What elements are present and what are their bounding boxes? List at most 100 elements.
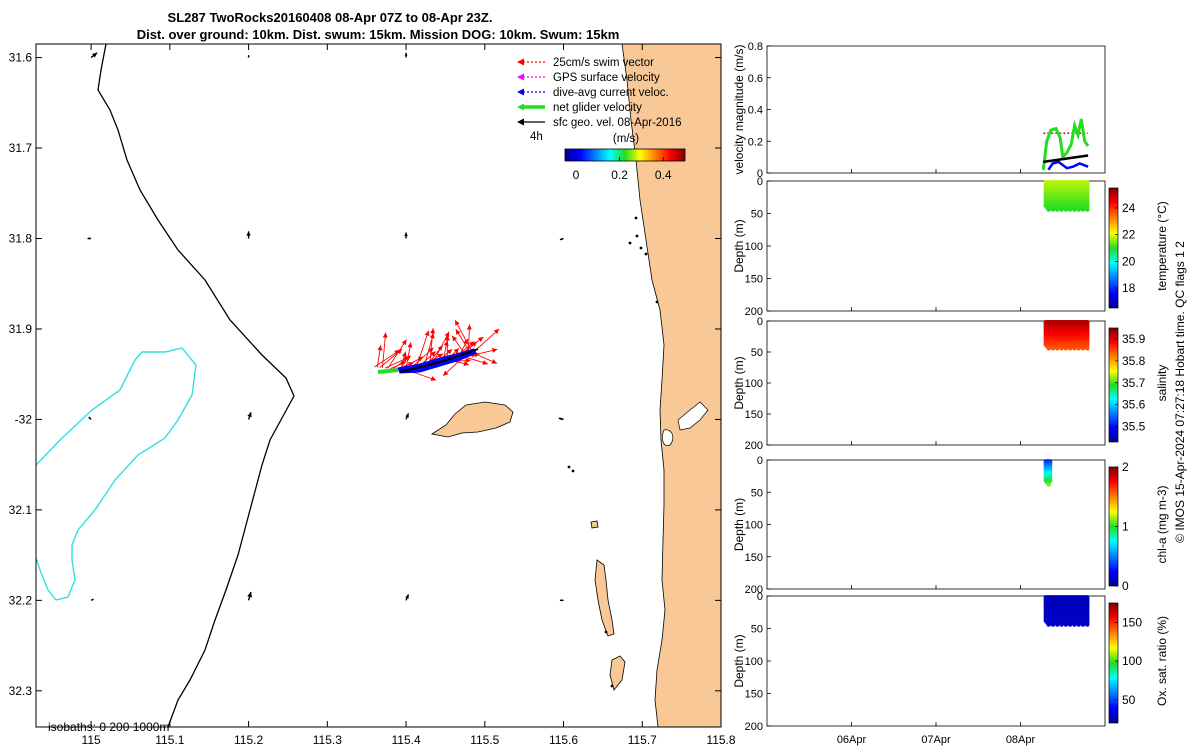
geo-arrow-head [247,55,250,57]
legend-item-swim: 25cm/s swim vector [553,57,654,69]
chart-title-line1: SL287 TwoRocks20160408 08-Apr 07Z to 08-… [168,10,493,25]
velocity-ytick-label: 0.2 [748,136,763,148]
swim-vector-head [468,341,475,347]
swim-vector-head [471,341,478,347]
geo-arrow-head [247,412,252,418]
geo-arrow-head [404,52,408,56]
swim-vector-head [491,348,498,353]
geo-arrow-head [246,231,251,236]
swim-vector-head [430,351,436,357]
date-axis-label: 06Apr [837,734,867,746]
depth-ytick-label: 0 [757,176,763,188]
legend-time-label: 4h [530,131,543,143]
map-ytick-label: 32.3 [9,684,33,698]
swim-vector-head [437,353,443,359]
swim-vector [387,339,407,369]
depth-colorbar-label: salinity [1155,365,1169,402]
geo-arrow-head [405,413,409,418]
depth-ytick-label: 50 [751,209,763,221]
map-frame [35,43,722,728]
depth-panel-frame [766,459,1106,590]
depth-ytick-label: 200 [745,440,763,452]
profile-sample [1085,622,1090,627]
depth-ytick-label: 0 [757,591,763,603]
geo-arrow-head [87,237,90,240]
depth-panel-temperature: 0 50 100 150 200 18 20 22 24 temperature (°C) Dept… [732,176,1169,318]
velocity-ylabel: velocity magnitude (m/s) [732,44,746,174]
velocity-ytick-label: 0.4 [748,105,763,117]
speed-colorbar-tick-label: 0.4 [655,168,672,182]
depth-colorbar-tick-label: 2 [1122,460,1129,474]
depth-ylabel: Depth (m) [732,634,746,687]
swim-vector [374,349,400,368]
depth-colorbar-bar [1108,187,1119,309]
swim-vector-head [446,349,453,355]
profile-sample [1085,207,1090,212]
swim-vector-head [377,345,383,351]
swim-vector-head [430,328,436,334]
depth-colorbar-tick-label: 18 [1122,281,1136,295]
depth-ytick-label: 100 [745,378,763,390]
depth-ylabel: Depth (m) [732,219,746,272]
depth-panel-chla: 0 50 100 150 200 0 1 2 chl-a (mg m-3) Depth (m) [732,455,1169,596]
depth-panel-oxygen: 0 50 100 150 200 50 100 150 Ox. sat. ratio (%) De… [732,591,1169,733]
legend-item-net: net glider velocity [553,102,642,114]
swim-vector-head [491,359,498,364]
legend-swatch-head [517,58,524,66]
swim-vector-head [465,358,471,364]
depth-colorbar-tick-label: 35.6 [1122,398,1146,412]
depth-ylabel: Depth (m) [732,356,746,409]
swim-vector-head [466,324,472,330]
map-ytick-label: -32 [15,412,33,426]
speed-colorbar-tick-label: 0 [573,168,580,182]
profile-sample [1047,478,1053,483]
depth-ytick-label: 150 [745,689,763,701]
land-inlet-2 [662,429,674,446]
map-xtick-label: 115.5 [470,733,499,747]
depth-colorbar-tick-label: 150 [1122,615,1142,629]
depth-colorbar-label: chl-a (mg m-3) [1155,485,1169,563]
depth-ytick-label: 50 [751,487,763,499]
depth-colorbar-bar [1108,327,1119,443]
speed-colorbar-bar [564,148,686,162]
swim-vector-head [430,376,437,381]
geo-arrow-head [404,232,408,237]
depth-ytick-label: 100 [745,520,763,532]
legend-swatch-head [517,103,524,111]
depth-colorbar-tick-label: 20 [1122,254,1136,268]
map-ytick-label: 31.7 [9,141,33,155]
geo-arrow-head [405,594,409,599]
depth-colorbar-tick-label: 0 [1122,579,1129,593]
geo-arrow-head [91,599,94,601]
velocity-panel-frame [766,45,1106,174]
geo-arrow-head [559,237,563,241]
map-ytick-label: 32.1 [9,503,33,517]
depth-ytick-label: 50 [751,624,763,636]
swim-vector-head [452,335,458,342]
depth-colorbar-tick-label: 100 [1122,654,1142,668]
speed-colorbar-ticks: 0 0.2 0.4 [573,157,672,182]
depth-colorbar-tick-label: 1 [1122,520,1129,534]
swim-vector-head [407,342,413,348]
profile-sample [1085,346,1090,351]
land-inlet [677,401,709,431]
depth-ytick-label: 150 [745,552,763,564]
swim-vector-head [463,361,469,367]
swim-vector-head [477,336,484,342]
map-xtick-label: 115.1 [155,733,184,747]
map-xtick-label: 115.3 [313,733,342,747]
swim-vector [431,331,450,365]
velocity-net-series [1041,118,1090,170]
depth-ytick-label: 150 [745,409,763,421]
depth-colorbar-tick-label: 22 [1122,228,1136,242]
geo-arrow-head [92,52,98,58]
garden-island [594,559,615,637]
swim-vector [416,330,430,367]
velocity-dive-series [1047,160,1089,171]
swim-vector-head [424,330,430,337]
swim-vector-head [482,360,488,365]
map-panel: 115 115.1 115.2 115.3 115.4 115.5 115.6 115.7 11… [9,43,736,747]
